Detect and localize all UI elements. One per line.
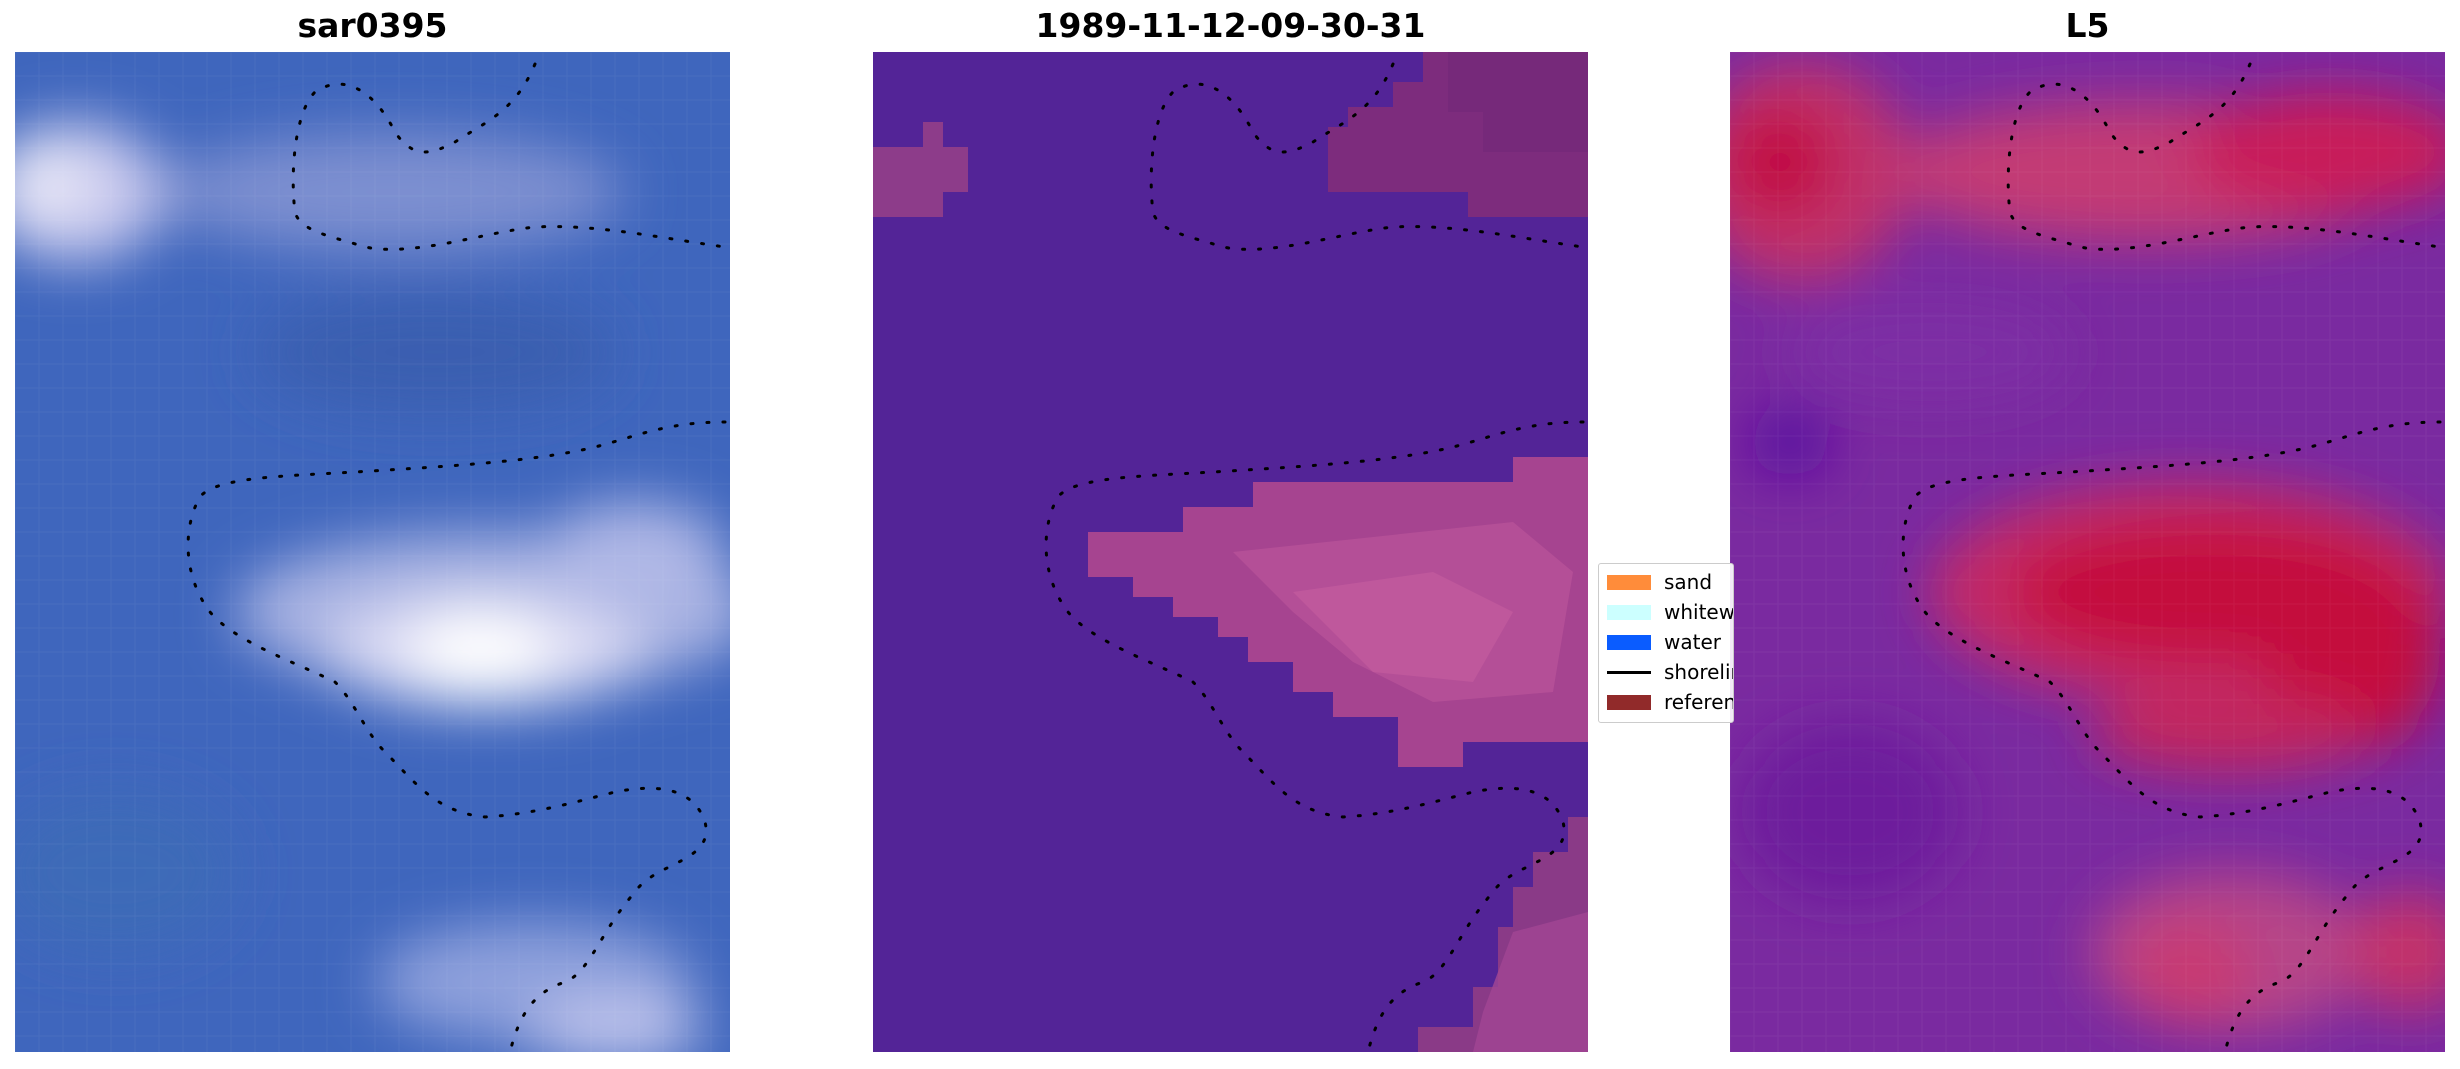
legend-label-water: water: [1664, 630, 1721, 654]
shoreline-dots-classification: [1044, 62, 1585, 1052]
rgb-image-panel: [15, 52, 730, 1052]
rgb-image: [15, 52, 730, 1052]
legend-item-whitewater: whitewater: [1599, 597, 1734, 627]
legend-item-reference: reference: [1599, 687, 1733, 717]
legend: sand whitewater water shoreline referenc…: [1598, 563, 1734, 723]
legend-item-sand: sand: [1599, 567, 1733, 597]
shoreline-dots-index: [1901, 62, 2442, 1052]
classification-image: [873, 52, 1588, 1052]
panel-title-index: L5: [2065, 6, 2110, 45]
shoreline-dots-rgb: [186, 62, 727, 1052]
panel-title-rgb: sar0395: [297, 6, 448, 45]
classification-panel: [873, 52, 1588, 1052]
whitewater-swatch: [1607, 605, 1651, 620]
index-image: [1730, 52, 2445, 1052]
index-panel: [1730, 52, 2445, 1052]
shoreline-line: [1607, 671, 1651, 674]
legend-label-sand: sand: [1664, 570, 1713, 594]
panel-title-classification: 1989-11-12-09-30-31: [1035, 6, 1426, 45]
legend-label-shoreline: shoreline: [1664, 660, 1733, 684]
reference-swatch: [1607, 695, 1651, 710]
sand-swatch: [1607, 575, 1651, 590]
water-swatch: [1607, 635, 1651, 650]
legend-item-water: water: [1599, 627, 1733, 657]
legend-item-shoreline: shoreline: [1599, 657, 1733, 687]
legend-label-reference: reference: [1664, 690, 1733, 714]
legend-label-whitewater: whitewater: [1664, 600, 1734, 624]
